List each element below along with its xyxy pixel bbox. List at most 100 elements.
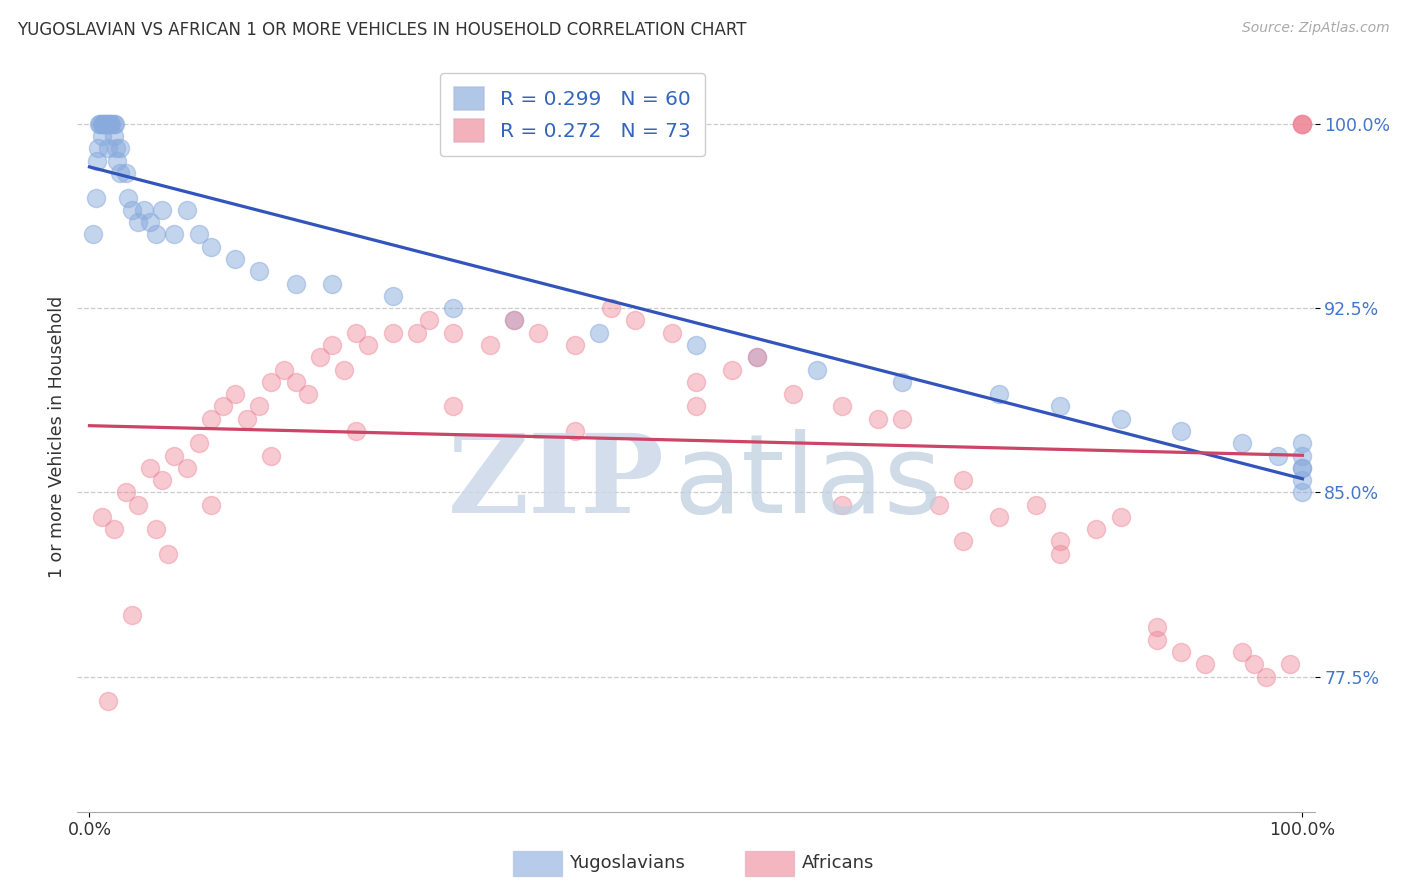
Point [247, 400, 270, 414]
Point [685, 400, 707, 414]
Point [564, 338, 586, 352]
Point [1049, 400, 1071, 414]
Point [176, 460, 198, 475]
Point [624, 313, 647, 327]
Point [89, 117, 111, 131]
Text: ZIP: ZIP [449, 428, 665, 535]
Point [200, 498, 222, 512]
Point [176, 202, 198, 217]
Point [1049, 547, 1071, 561]
Point [89, 117, 111, 131]
Point [93, 117, 115, 131]
Point [441, 326, 464, 340]
Legend: R = 0.299   N = 60, R = 0.272   N = 73: R = 0.299 N = 60, R = 0.272 N = 73 [440, 72, 706, 156]
Point [103, 117, 125, 131]
Point [721, 362, 744, 376]
Point [952, 534, 974, 549]
Point [187, 436, 209, 450]
Point [273, 362, 295, 376]
Point [163, 449, 186, 463]
Point [1291, 485, 1313, 500]
Point [1291, 117, 1313, 131]
Point [121, 608, 143, 623]
Text: Yugoslavians: Yugoslavians [569, 855, 685, 872]
Point [96, 117, 118, 131]
Point [157, 547, 180, 561]
Point [1267, 449, 1289, 463]
Point [284, 375, 307, 389]
Point [82, 227, 104, 242]
Point [105, 141, 128, 155]
Point [745, 350, 768, 364]
Point [321, 338, 343, 352]
Point [441, 400, 464, 414]
Point [212, 400, 235, 414]
Point [806, 362, 828, 376]
Point [150, 473, 173, 487]
Point [333, 362, 356, 376]
Point [139, 215, 162, 229]
Point [97, 117, 120, 131]
Point [145, 522, 167, 536]
Point [117, 190, 139, 204]
Point [100, 117, 122, 131]
Point [1146, 632, 1168, 647]
Point [121, 202, 143, 217]
Point [418, 313, 440, 327]
Point [831, 400, 853, 414]
Point [1230, 645, 1253, 659]
Point [685, 338, 707, 352]
Text: Africans: Africans [801, 855, 873, 872]
Point [441, 301, 464, 315]
Point [503, 313, 526, 327]
Text: YUGOSLAVIAN VS AFRICAN 1 OR MORE VEHICLES IN HOUSEHOLD CORRELATION CHART: YUGOSLAVIAN VS AFRICAN 1 OR MORE VEHICLE… [17, 21, 747, 39]
Point [406, 326, 429, 340]
Point [87, 141, 110, 155]
Point [952, 473, 974, 487]
Point [478, 338, 501, 352]
Point [97, 141, 120, 155]
Point [685, 375, 707, 389]
Point [224, 252, 246, 266]
Point [988, 387, 1011, 401]
Point [104, 117, 127, 131]
Point [127, 215, 149, 229]
Point [381, 326, 404, 340]
Point [503, 313, 526, 327]
Point [145, 227, 167, 242]
Point [782, 387, 804, 401]
Point [84, 190, 107, 204]
Point [132, 202, 155, 217]
Point [1025, 498, 1047, 512]
Point [1230, 436, 1253, 450]
Point [564, 424, 586, 438]
Point [344, 326, 367, 340]
Point [103, 129, 125, 144]
Point [260, 449, 283, 463]
Point [344, 424, 367, 438]
Point [224, 387, 246, 401]
Point [866, 411, 889, 425]
Point [1109, 510, 1132, 524]
Point [1243, 657, 1265, 672]
Point [321, 277, 343, 291]
Point [187, 227, 209, 242]
Text: Source: ZipAtlas.com: Source: ZipAtlas.com [1241, 21, 1389, 36]
Text: atlas: atlas [673, 428, 942, 535]
Y-axis label: 1 or more Vehicles in Household: 1 or more Vehicles in Household [48, 296, 66, 578]
Point [247, 264, 270, 278]
Point [97, 117, 120, 131]
Point [94, 117, 117, 131]
Point [381, 289, 404, 303]
Point [1291, 460, 1313, 475]
Point [200, 240, 222, 254]
Point [98, 117, 121, 131]
Point [284, 277, 307, 291]
Point [127, 498, 149, 512]
Point [928, 498, 950, 512]
Point [600, 301, 623, 315]
Point [115, 485, 138, 500]
Point [1170, 424, 1192, 438]
Point [588, 326, 610, 340]
Point [86, 153, 108, 168]
